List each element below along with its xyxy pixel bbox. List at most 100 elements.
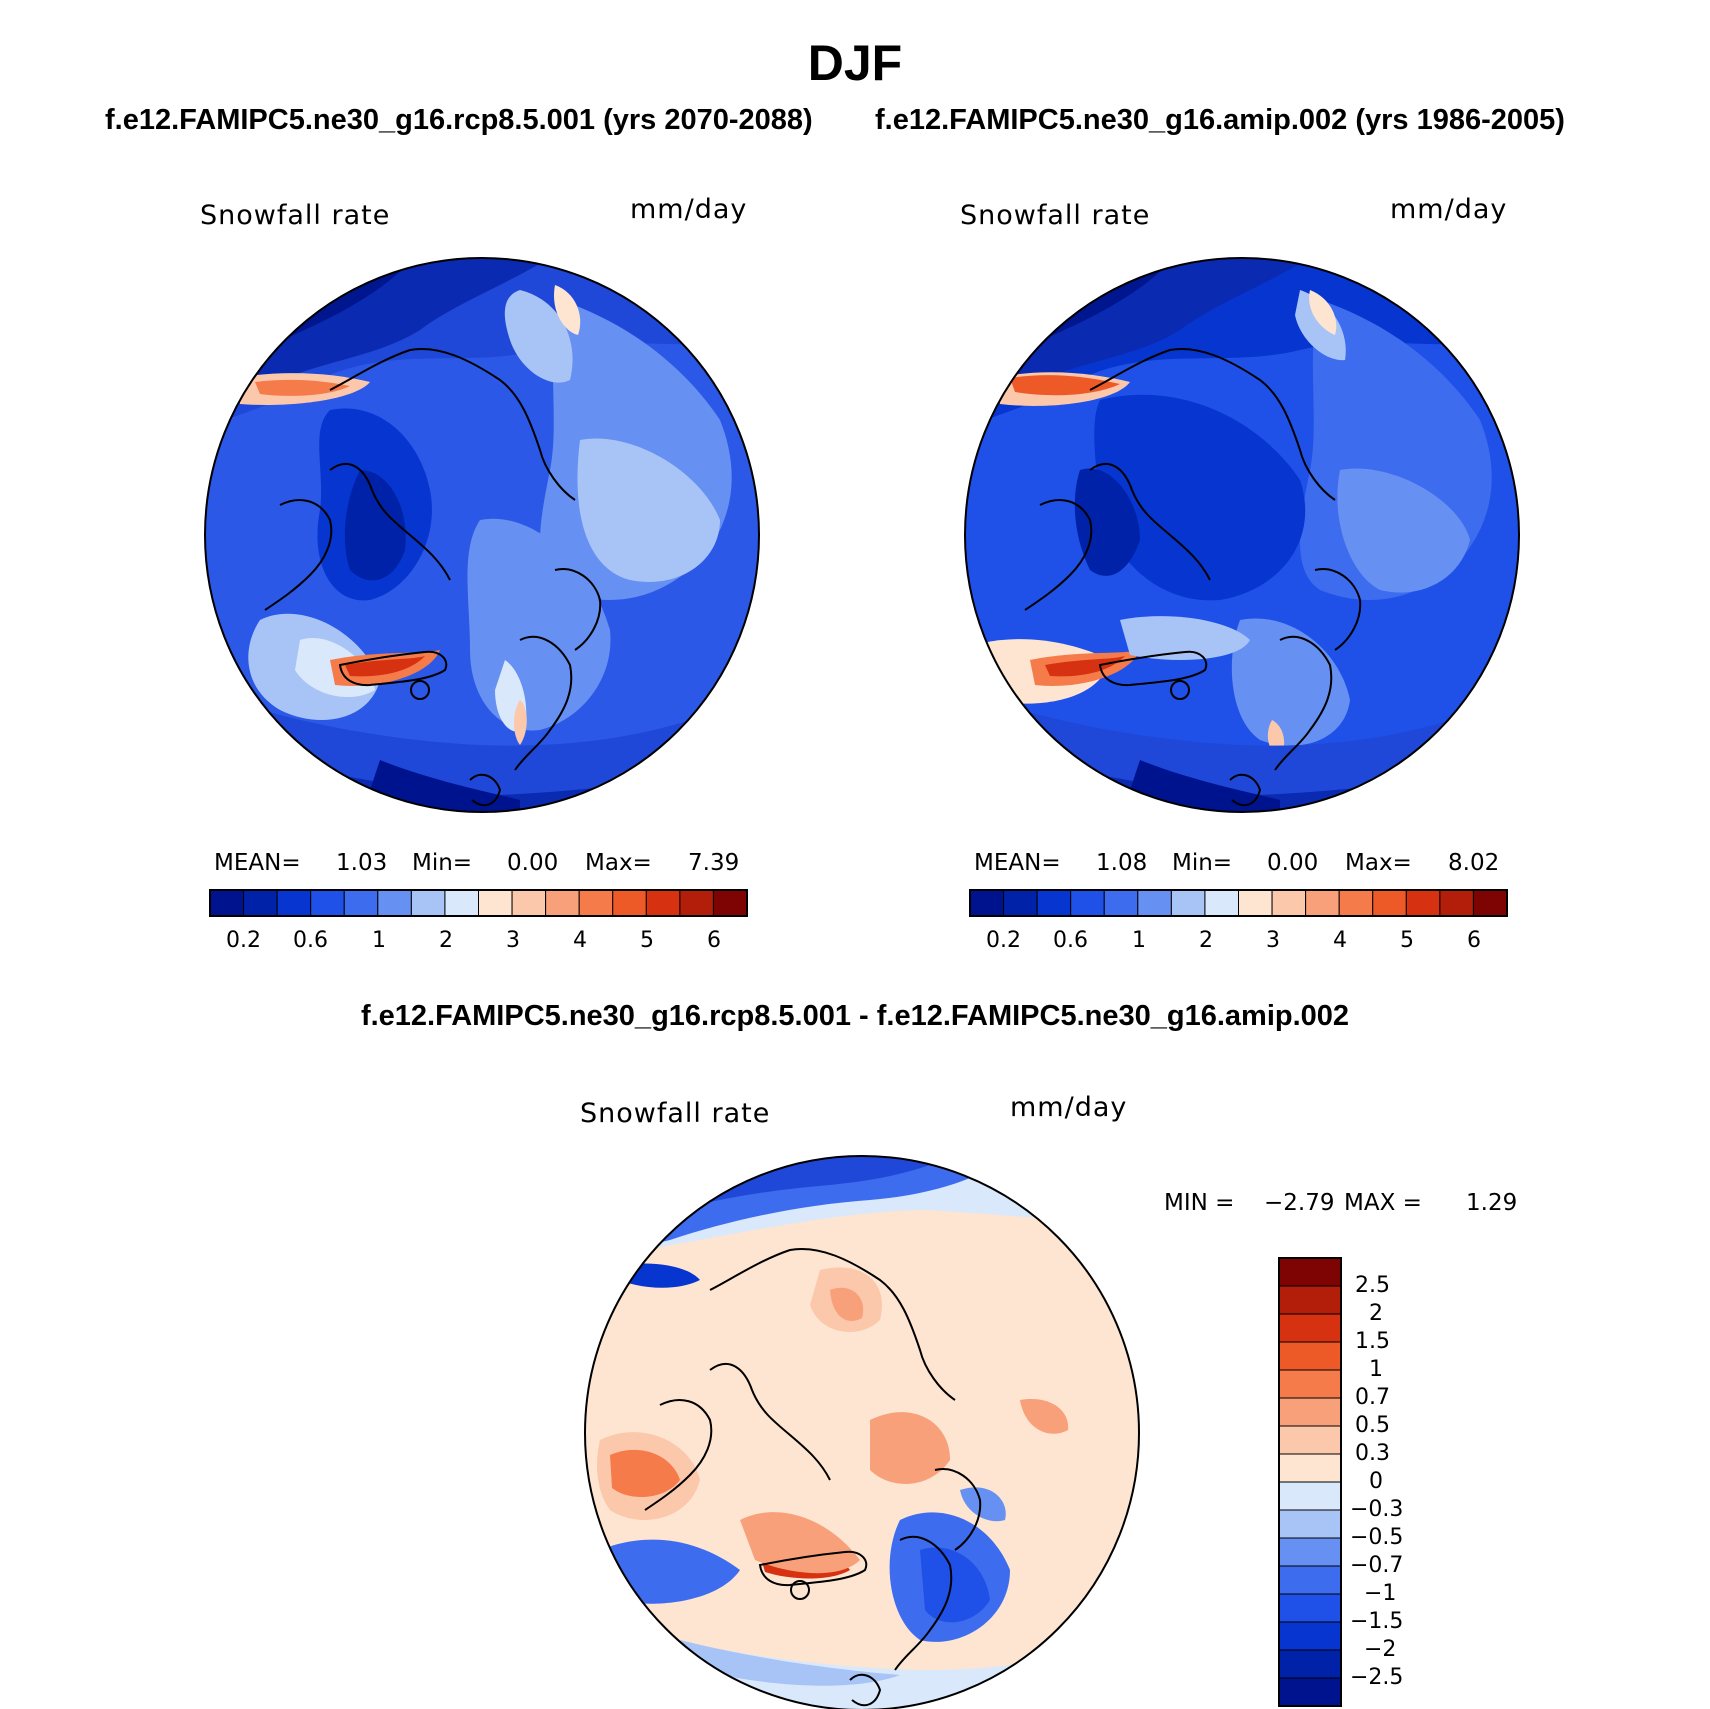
stats-min-diff: −2.79 bbox=[1264, 1190, 1335, 1216]
colorbar-swatch bbox=[377, 889, 412, 917]
cb-diff-tick: 0.5 bbox=[1355, 1413, 1390, 1438]
stats-mean-left: 1.03 bbox=[336, 850, 388, 876]
colorbar-swatch bbox=[1238, 889, 1273, 917]
cb-diff-tick: 2 bbox=[1369, 1301, 1383, 1326]
stats-min-right: 0.00 bbox=[1267, 850, 1319, 876]
colorbar-swatch bbox=[1204, 889, 1239, 917]
colorbar-swatch bbox=[444, 889, 479, 917]
cb-diff-tick: −0.7 bbox=[1350, 1553, 1404, 1578]
colorbar-swatch bbox=[478, 889, 513, 917]
panel-title-right: f.e12.FAMIPC5.ne30_g16.amip.002 (yrs 198… bbox=[875, 104, 1565, 136]
colorbar-swatch bbox=[1278, 1397, 1342, 1427]
cb-diff-tick: −2 bbox=[1364, 1637, 1397, 1662]
colorbar-swatch bbox=[1137, 889, 1172, 917]
colorbar-swatch bbox=[511, 889, 547, 917]
map-boundary bbox=[584, 1155, 1140, 1709]
colorbar-swatch bbox=[645, 889, 681, 917]
colorbar-swatch bbox=[1372, 889, 1407, 917]
colorbar-swatch bbox=[310, 889, 345, 917]
colorbar-swatch bbox=[578, 889, 614, 917]
cb-right-tick: 3 bbox=[1266, 928, 1280, 953]
cb-diff-tick: 1 bbox=[1369, 1357, 1383, 1382]
cb-left-tick: 0.6 bbox=[293, 928, 328, 953]
cb-left-tick: 5 bbox=[640, 928, 654, 953]
colorbar-swatch bbox=[1036, 889, 1072, 917]
colorbar-swatch bbox=[1305, 889, 1340, 917]
stats-min-left: 0.00 bbox=[507, 850, 559, 876]
cb-diff-tick: 0.3 bbox=[1355, 1441, 1390, 1466]
colorbar-swatch bbox=[1439, 889, 1474, 917]
stats-min-label-diff: MIN = bbox=[1164, 1190, 1235, 1216]
colorbar-swatch bbox=[1070, 889, 1105, 917]
cb-left-tick: 2 bbox=[439, 928, 453, 953]
colorbar-swatch bbox=[612, 889, 647, 917]
cb-right-tick: 1 bbox=[1132, 928, 1146, 953]
colorbar-swatch bbox=[1170, 889, 1206, 917]
colorbar-frame bbox=[209, 889, 748, 917]
cb-right-tick: 6 bbox=[1467, 928, 1481, 953]
map-boundary bbox=[964, 257, 1520, 813]
colorbar-swatch bbox=[679, 889, 714, 917]
variable-label-right: Snowfall rate bbox=[960, 200, 1151, 231]
cb-right-tick: 0.2 bbox=[986, 928, 1021, 953]
stats-min-label-left: Min= bbox=[412, 850, 473, 876]
stats-max-right: 8.02 bbox=[1448, 850, 1500, 876]
cb-diff-tick: −0.3 bbox=[1350, 1497, 1404, 1522]
cb-right-tick: 2 bbox=[1199, 928, 1213, 953]
colorbar-swatch bbox=[1405, 889, 1441, 917]
stats-mean-label-left: MEAN= bbox=[214, 850, 301, 876]
cb-right-tick: 4 bbox=[1333, 928, 1347, 953]
stats-max-left: 7.39 bbox=[688, 850, 740, 876]
cb-left-tick: 0.2 bbox=[226, 928, 261, 953]
colorbar-swatch bbox=[1278, 1285, 1342, 1315]
cb-diff-tick: 2.5 bbox=[1355, 1273, 1390, 1298]
cb-diff-tick: 0 bbox=[1369, 1469, 1383, 1494]
colorbar-frame bbox=[1278, 1257, 1342, 1707]
colorbar-swatch bbox=[1338, 889, 1374, 917]
colorbar-swatch bbox=[712, 889, 748, 917]
colorbar-swatch bbox=[1278, 1425, 1342, 1455]
stats-max-label-right: Max= bbox=[1345, 850, 1412, 876]
colorbar-swatch bbox=[1278, 1537, 1342, 1567]
cb-left-tick: 3 bbox=[506, 928, 520, 953]
panel-title-left: f.e12.FAMIPC5.ne30_g16.rcp8.5.001 (yrs 2… bbox=[105, 104, 813, 136]
cb-left-tick: 6 bbox=[707, 928, 721, 953]
colorbar-left bbox=[209, 889, 748, 917]
colorbar-swatch bbox=[545, 889, 580, 917]
map-boundary bbox=[204, 257, 760, 813]
colorbar-swatch bbox=[410, 889, 446, 917]
cb-diff-tick: −2.5 bbox=[1350, 1665, 1404, 1690]
colorbar-swatch bbox=[243, 889, 278, 917]
stats-mean-label-right: MEAN= bbox=[974, 850, 1061, 876]
colorbar-swatch bbox=[1278, 1649, 1342, 1679]
colorbar-right bbox=[969, 889, 1508, 917]
colorbar-swatch bbox=[969, 889, 1005, 917]
colorbar-swatch bbox=[1278, 1593, 1342, 1623]
stats-max-diff: 1.29 bbox=[1466, 1190, 1518, 1216]
colorbar-swatch bbox=[1003, 889, 1038, 917]
colorbar-swatch bbox=[1278, 1369, 1342, 1399]
units-label-diff: mm/day bbox=[1010, 1092, 1128, 1123]
colorbar-swatch bbox=[1271, 889, 1307, 917]
cb-diff-tick: −1 bbox=[1364, 1581, 1397, 1606]
colorbar-swatch bbox=[276, 889, 312, 917]
cb-diff-tick: 0.7 bbox=[1355, 1385, 1390, 1410]
map-difference bbox=[584, 1155, 1140, 1709]
colorbar-swatch bbox=[1278, 1565, 1342, 1595]
stats-max-label-diff: MAX = bbox=[1344, 1190, 1422, 1216]
colorbar-swatch bbox=[1278, 1481, 1342, 1511]
colorbar-swatch bbox=[1278, 1509, 1342, 1539]
colorbar-frame bbox=[969, 889, 1508, 917]
cb-diff-tick: −1.5 bbox=[1350, 1609, 1404, 1634]
cb-right-tick: 5 bbox=[1400, 928, 1414, 953]
colorbar-difference bbox=[1278, 1257, 1342, 1707]
units-label-right: mm/day bbox=[1390, 194, 1508, 225]
map-rcp85 bbox=[204, 257, 760, 813]
colorbar-swatch bbox=[1278, 1313, 1342, 1343]
colorbar-swatch bbox=[1472, 889, 1508, 917]
cb-diff-tick: −0.5 bbox=[1350, 1525, 1404, 1550]
colorbar-swatch bbox=[209, 889, 245, 917]
stats-mean-right: 1.08 bbox=[1096, 850, 1148, 876]
variable-label-left: Snowfall rate bbox=[200, 200, 391, 231]
